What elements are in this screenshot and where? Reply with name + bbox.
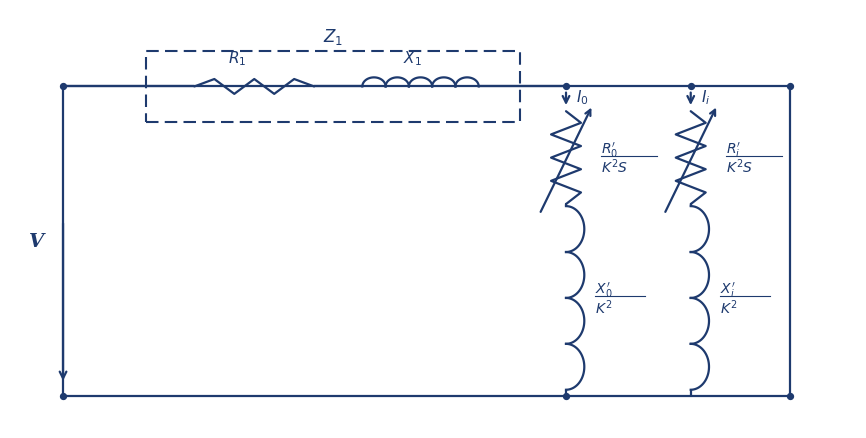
Text: $X_0'$: $X_0'$	[595, 280, 613, 300]
Point	[56, 84, 70, 91]
Text: $R_0'$: $R_0'$	[601, 141, 618, 159]
Text: $K^2S$: $K^2S$	[601, 157, 628, 176]
Text: $K^2S$: $K^2S$	[726, 157, 753, 176]
Text: $X_i'$: $X_i'$	[720, 280, 735, 300]
Point	[559, 84, 573, 91]
Point	[559, 392, 573, 399]
Text: $K^2$: $K^2$	[720, 298, 737, 317]
Text: $R_1$: $R_1$	[229, 49, 247, 67]
Point	[684, 84, 698, 91]
Point	[56, 392, 70, 399]
Text: $I_i$: $I_i$	[701, 88, 710, 107]
Text: V: V	[29, 233, 44, 251]
Text: $K^2$: $K^2$	[595, 298, 612, 317]
Text: $Z_1$: $Z_1$	[323, 27, 343, 47]
Text: $R_i'$: $R_i'$	[726, 141, 740, 159]
Bar	[146, 52, 520, 122]
Point	[784, 84, 798, 91]
Point	[784, 392, 798, 399]
Text: $I_0$: $I_0$	[576, 88, 589, 107]
Text: $X_1$: $X_1$	[403, 49, 422, 67]
